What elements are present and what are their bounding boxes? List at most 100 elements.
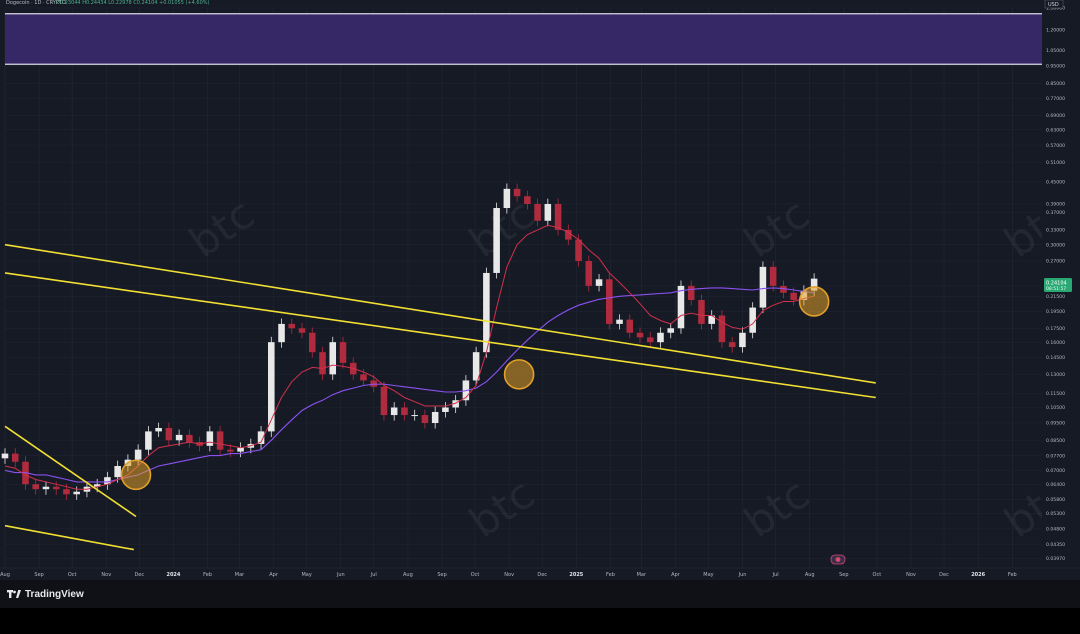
- candle: [11, 448, 19, 468]
- time-tick-label: May: [301, 572, 311, 578]
- candle-body: [483, 272, 490, 353]
- resistance-zone: [5, 13, 1043, 65]
- trendline: [4, 425, 137, 518]
- price-tick-label: 0.30000: [1046, 242, 1065, 248]
- candle-body: [698, 299, 705, 324]
- candle-body: [575, 239, 582, 262]
- candle-body: [472, 352, 480, 381]
- candle-body: [93, 484, 101, 487]
- price-tick-label: 0.03970: [1046, 556, 1065, 562]
- highlight-circle: [503, 359, 535, 390]
- candle-body: [206, 431, 214, 446]
- price-tick-label: 0.45000: [1046, 179, 1065, 185]
- candle-body: [421, 415, 429, 424]
- brand-label: TradingView: [25, 588, 84, 600]
- time-tick-label: Feb: [203, 572, 212, 578]
- candle: [544, 198, 552, 227]
- candle-body: [63, 489, 70, 495]
- price-tick-label: 0.05800: [1046, 497, 1065, 503]
- candle: [759, 261, 767, 314]
- trendline: [4, 524, 134, 551]
- time-tick-label: Dec: [134, 572, 144, 578]
- candle-body: [145, 431, 152, 450]
- time-tick-label: Oct: [873, 572, 882, 578]
- time-tick-label: Apr: [269, 572, 279, 578]
- time-tick-label: Nov: [504, 572, 514, 578]
- time-tick-label: Jun: [738, 572, 747, 578]
- candle-body: [319, 352, 326, 375]
- symbol-label: Dogecoin · 1D · CRYPTO: [6, 0, 66, 6]
- time-tick-label: Oct: [68, 572, 77, 578]
- trendline: [4, 272, 876, 399]
- candle: [165, 422, 173, 446]
- event-marker-icon[interactable]: [830, 554, 846, 565]
- last-price: 0.24104: [1046, 281, 1067, 287]
- time-tick-label: Sep: [839, 572, 848, 578]
- candle-body: [431, 411, 439, 424]
- candle: [503, 183, 511, 214]
- candle-body: [452, 400, 459, 408]
- candle-body: [329, 342, 337, 375]
- time-tick-label: Nov: [101, 572, 111, 578]
- candle: [585, 255, 593, 292]
- price-tick-label: 0.09500: [1046, 421, 1065, 427]
- price-tick-label: 0.39000: [1046, 202, 1065, 208]
- candle-body: [544, 203, 552, 221]
- candle-body: [237, 447, 244, 452]
- candle-body: [288, 323, 296, 329]
- price-tick-label: 0.04350: [1046, 542, 1065, 548]
- btc-watermark: btc: [181, 189, 263, 267]
- candle-body: [227, 449, 234, 452]
- candle: [155, 422, 162, 437]
- price-tick-label: 1.38000: [1046, 6, 1065, 12]
- btc-watermark: btc: [461, 469, 543, 547]
- candle: [308, 327, 316, 358]
- candle: [227, 444, 234, 458]
- candle: [421, 409, 429, 429]
- candle: [739, 327, 746, 353]
- candle: [32, 478, 40, 495]
- candle: [278, 318, 285, 348]
- price-tick-label: 0.07000: [1046, 468, 1065, 474]
- candle-body: [810, 278, 818, 291]
- tradingview-icon: [7, 589, 21, 598]
- candle: [268, 336, 275, 437]
- candle: [339, 336, 347, 369]
- candle: [288, 318, 296, 334]
- price-tick-label: 0.69000: [1046, 113, 1065, 119]
- candle-body: [687, 285, 695, 300]
- time-tick-label: 2024: [166, 572, 180, 578]
- candle: [718, 310, 726, 348]
- candle-body: [42, 486, 50, 490]
- candle-body: [636, 332, 644, 338]
- chart-area[interactable]: btc btc btc btc btc btc btc 1.38000 1.20000 1.05…: [0, 0, 1080, 580]
- candle: [780, 280, 787, 299]
- candle: [483, 267, 490, 358]
- candle: [554, 198, 562, 236]
- candle-body: [708, 315, 715, 324]
- time-tick-label: Dec: [537, 572, 547, 578]
- candle-body: [646, 337, 654, 343]
- price-tick-label: 0.17500: [1046, 326, 1065, 332]
- time-tick-label: Aug: [805, 572, 815, 578]
- time-tick-label: Aug: [0, 572, 10, 578]
- time-tick-label: Sep: [34, 572, 43, 578]
- candle-body: [186, 434, 193, 443]
- currency-badge[interactable]: USD: [1044, 0, 1064, 9]
- time-tick-label: Oct: [471, 572, 480, 578]
- candle-body: [534, 203, 541, 221]
- candle-body: [749, 307, 756, 333]
- time-tick-label: Mar: [235, 572, 245, 578]
- currency-label: USD: [1048, 2, 1059, 8]
- candle-body: [616, 319, 623, 324]
- candle: [513, 183, 521, 202]
- tradingview-logo[interactable]: TradingView: [7, 589, 84, 600]
- candlestick-series: [1, 183, 818, 500]
- symbol-header: Dogecoin · 1D · CRYPTO O0.23044 H0.24434…: [6, 0, 210, 6]
- ema-slow-line: [4, 287, 815, 483]
- price-tick-label: 0.04800: [1046, 527, 1065, 533]
- candle-body: [657, 332, 664, 343]
- candle: [329, 336, 337, 380]
- price-tick-label: 1.05000: [1046, 48, 1065, 54]
